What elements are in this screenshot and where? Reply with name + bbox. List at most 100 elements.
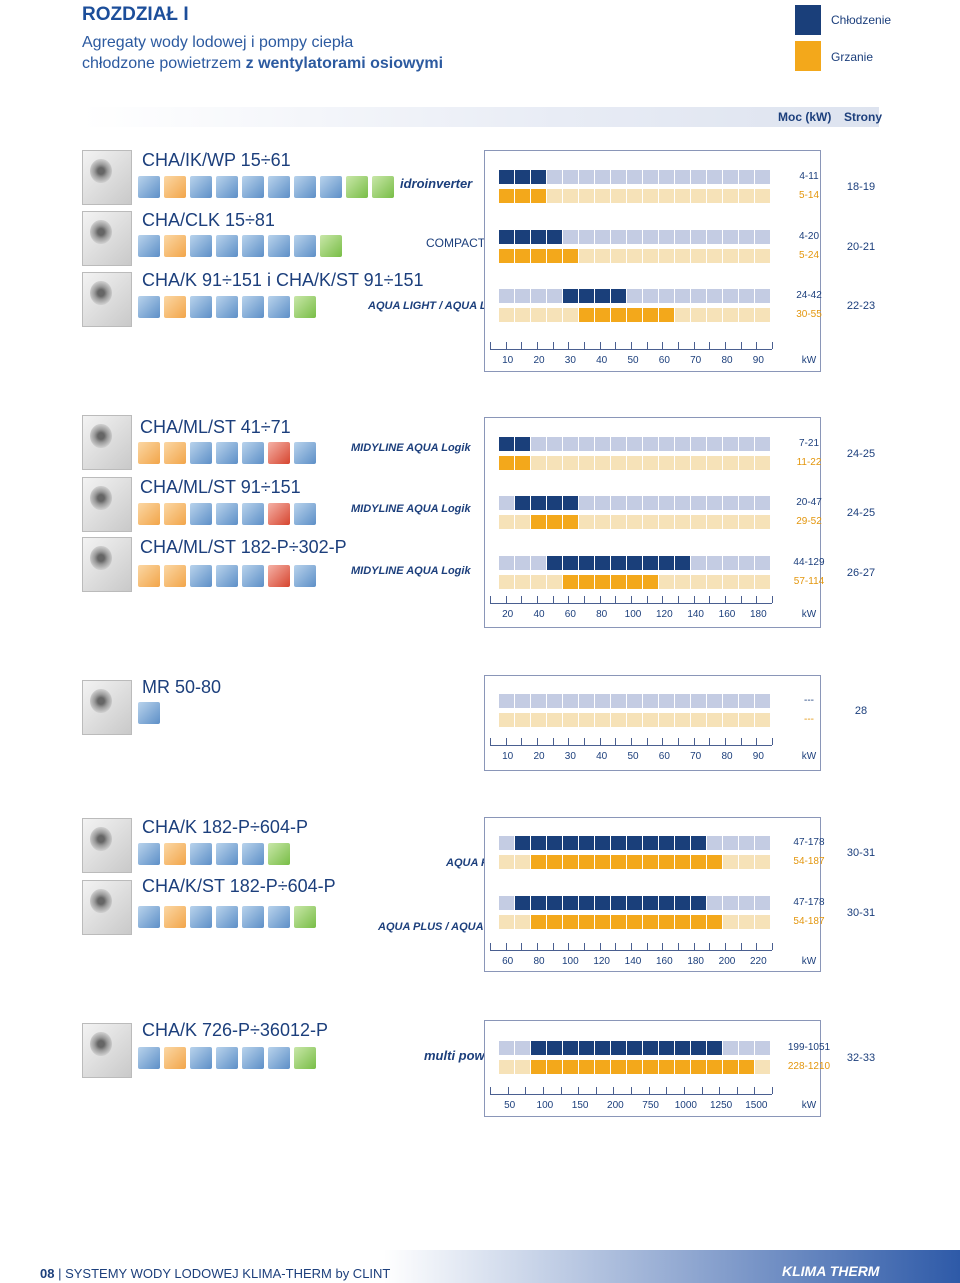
cooling-range-cell bbox=[643, 836, 659, 850]
axis-tick bbox=[568, 596, 570, 603]
cooling-range-cell bbox=[739, 896, 755, 910]
cooling-range-cell bbox=[675, 694, 691, 708]
cooling-range-cell bbox=[627, 170, 643, 184]
axis-tick bbox=[646, 342, 648, 349]
heating-range-cell bbox=[723, 1060, 739, 1074]
axis-tick-label: 200 bbox=[607, 1100, 624, 1111]
cooling-range-cell bbox=[531, 896, 547, 910]
heating-range-cell bbox=[579, 575, 595, 589]
heating-range-cell bbox=[611, 515, 627, 529]
cooling-range-cell bbox=[515, 556, 531, 570]
axis-unit-label: kW bbox=[801, 355, 817, 366]
klima-therm-logo: KLIMA THERM bbox=[782, 1263, 880, 1279]
axis-tick bbox=[662, 738, 664, 745]
axis-tick bbox=[740, 738, 742, 745]
cooling-range-cell bbox=[643, 496, 659, 510]
pages-label: 28 bbox=[854, 705, 868, 717]
heating-range-cell bbox=[691, 189, 707, 203]
axis-tick bbox=[683, 1087, 685, 1094]
heating-range-cell bbox=[579, 189, 595, 203]
axis-tick bbox=[772, 342, 773, 349]
axis-tick bbox=[631, 596, 632, 603]
feature-icons bbox=[138, 565, 316, 587]
heating-range-cell bbox=[707, 713, 723, 727]
axis-tick bbox=[584, 738, 585, 745]
cooling-range-label: 20-47 bbox=[796, 497, 822, 508]
cooling-range-cell bbox=[611, 496, 627, 510]
heating-range-cell bbox=[675, 189, 691, 203]
axis-tick bbox=[490, 1087, 491, 1094]
cooling-range-cell bbox=[659, 836, 675, 850]
cooling-range-cell bbox=[531, 556, 547, 570]
product-image-cha-ml-182 bbox=[82, 537, 132, 592]
cooling-range-cell bbox=[723, 1041, 739, 1055]
heating-range-cell bbox=[739, 1060, 755, 1074]
cooling-range-cell bbox=[691, 496, 707, 510]
heating-range-cell bbox=[531, 249, 547, 263]
heating-range-cell bbox=[611, 1060, 627, 1074]
heating-range-cell bbox=[707, 249, 723, 263]
heating-range-cell bbox=[755, 1060, 771, 1074]
cooling-range-cell bbox=[691, 170, 707, 184]
axis-tick bbox=[772, 738, 773, 745]
heating-range-cell bbox=[755, 713, 771, 727]
axis-tick-label: 50 bbox=[504, 1100, 516, 1111]
heating-range-cell bbox=[515, 575, 531, 589]
axis-tick bbox=[537, 342, 538, 349]
axis-tick bbox=[490, 738, 491, 745]
heating-range-cell bbox=[579, 308, 595, 322]
heating-range-cell bbox=[579, 713, 595, 727]
axis-tick bbox=[709, 738, 711, 745]
axis-tick-label: 50 bbox=[627, 355, 639, 366]
product-name: CHA/IK/WP 15÷61 bbox=[142, 150, 291, 170]
axis-tick-label: 80 bbox=[721, 751, 733, 762]
cooling-range-cell bbox=[739, 556, 755, 570]
product-image-cha-ml-41 bbox=[82, 415, 132, 470]
heating-range-cell bbox=[515, 915, 531, 929]
cooling-range-cell bbox=[643, 1041, 659, 1055]
cooling-range-cell bbox=[515, 694, 531, 708]
heating-range-label: 11-22 bbox=[796, 457, 822, 468]
heating-range-cell bbox=[499, 189, 515, 203]
axis-tick bbox=[646, 738, 648, 745]
cooling-range-cell bbox=[611, 556, 627, 570]
axis-tick bbox=[505, 738, 507, 745]
axis-tick bbox=[578, 1087, 580, 1094]
cooling-range-cell bbox=[659, 694, 675, 708]
cooling-range-cell bbox=[723, 694, 739, 708]
axis-tick bbox=[537, 738, 538, 745]
cooling-range-cell bbox=[563, 556, 579, 570]
heating-range-cell bbox=[691, 855, 707, 869]
heating-range-cell bbox=[755, 575, 771, 589]
heating-range-cell bbox=[627, 249, 643, 263]
heating-range-cell bbox=[595, 855, 611, 869]
axis-tick bbox=[693, 738, 695, 745]
axis-tick bbox=[490, 342, 491, 349]
axis-tick bbox=[736, 1087, 738, 1094]
cooling-range-cell bbox=[531, 289, 547, 303]
axis-tick-label: 200 bbox=[718, 956, 736, 967]
heating-range-cell bbox=[739, 308, 755, 322]
heating-range-cell bbox=[499, 855, 515, 869]
axis-tick-label: 1250 bbox=[710, 1100, 733, 1111]
axis-tick bbox=[505, 943, 507, 950]
cooling-range-cell bbox=[515, 230, 531, 244]
axis-tick-label: 40 bbox=[596, 355, 608, 366]
cooling-range-cell bbox=[707, 896, 723, 910]
heating-range-cell bbox=[531, 189, 547, 203]
heating-range-cell bbox=[547, 575, 563, 589]
axis-tick-label: 100 bbox=[536, 1100, 554, 1111]
heating-range-label: 54-187 bbox=[793, 916, 825, 927]
axis-tick-label: 60 bbox=[564, 609, 576, 620]
heating-range-cell bbox=[643, 575, 659, 589]
axis-tick-label: 80 bbox=[533, 956, 545, 967]
heating-range-cell bbox=[515, 1060, 531, 1074]
cooling-range-cell bbox=[547, 230, 563, 244]
axis-tick bbox=[725, 596, 726, 603]
heating-range-cell bbox=[643, 308, 659, 322]
pages-label: 32-33 bbox=[846, 1052, 876, 1064]
product-name: CHA/K 726-P÷36012-P bbox=[142, 1020, 328, 1040]
heating-range-cell bbox=[723, 189, 739, 203]
cooling-range-cell bbox=[595, 1041, 611, 1055]
heating-range-cell bbox=[675, 515, 691, 529]
